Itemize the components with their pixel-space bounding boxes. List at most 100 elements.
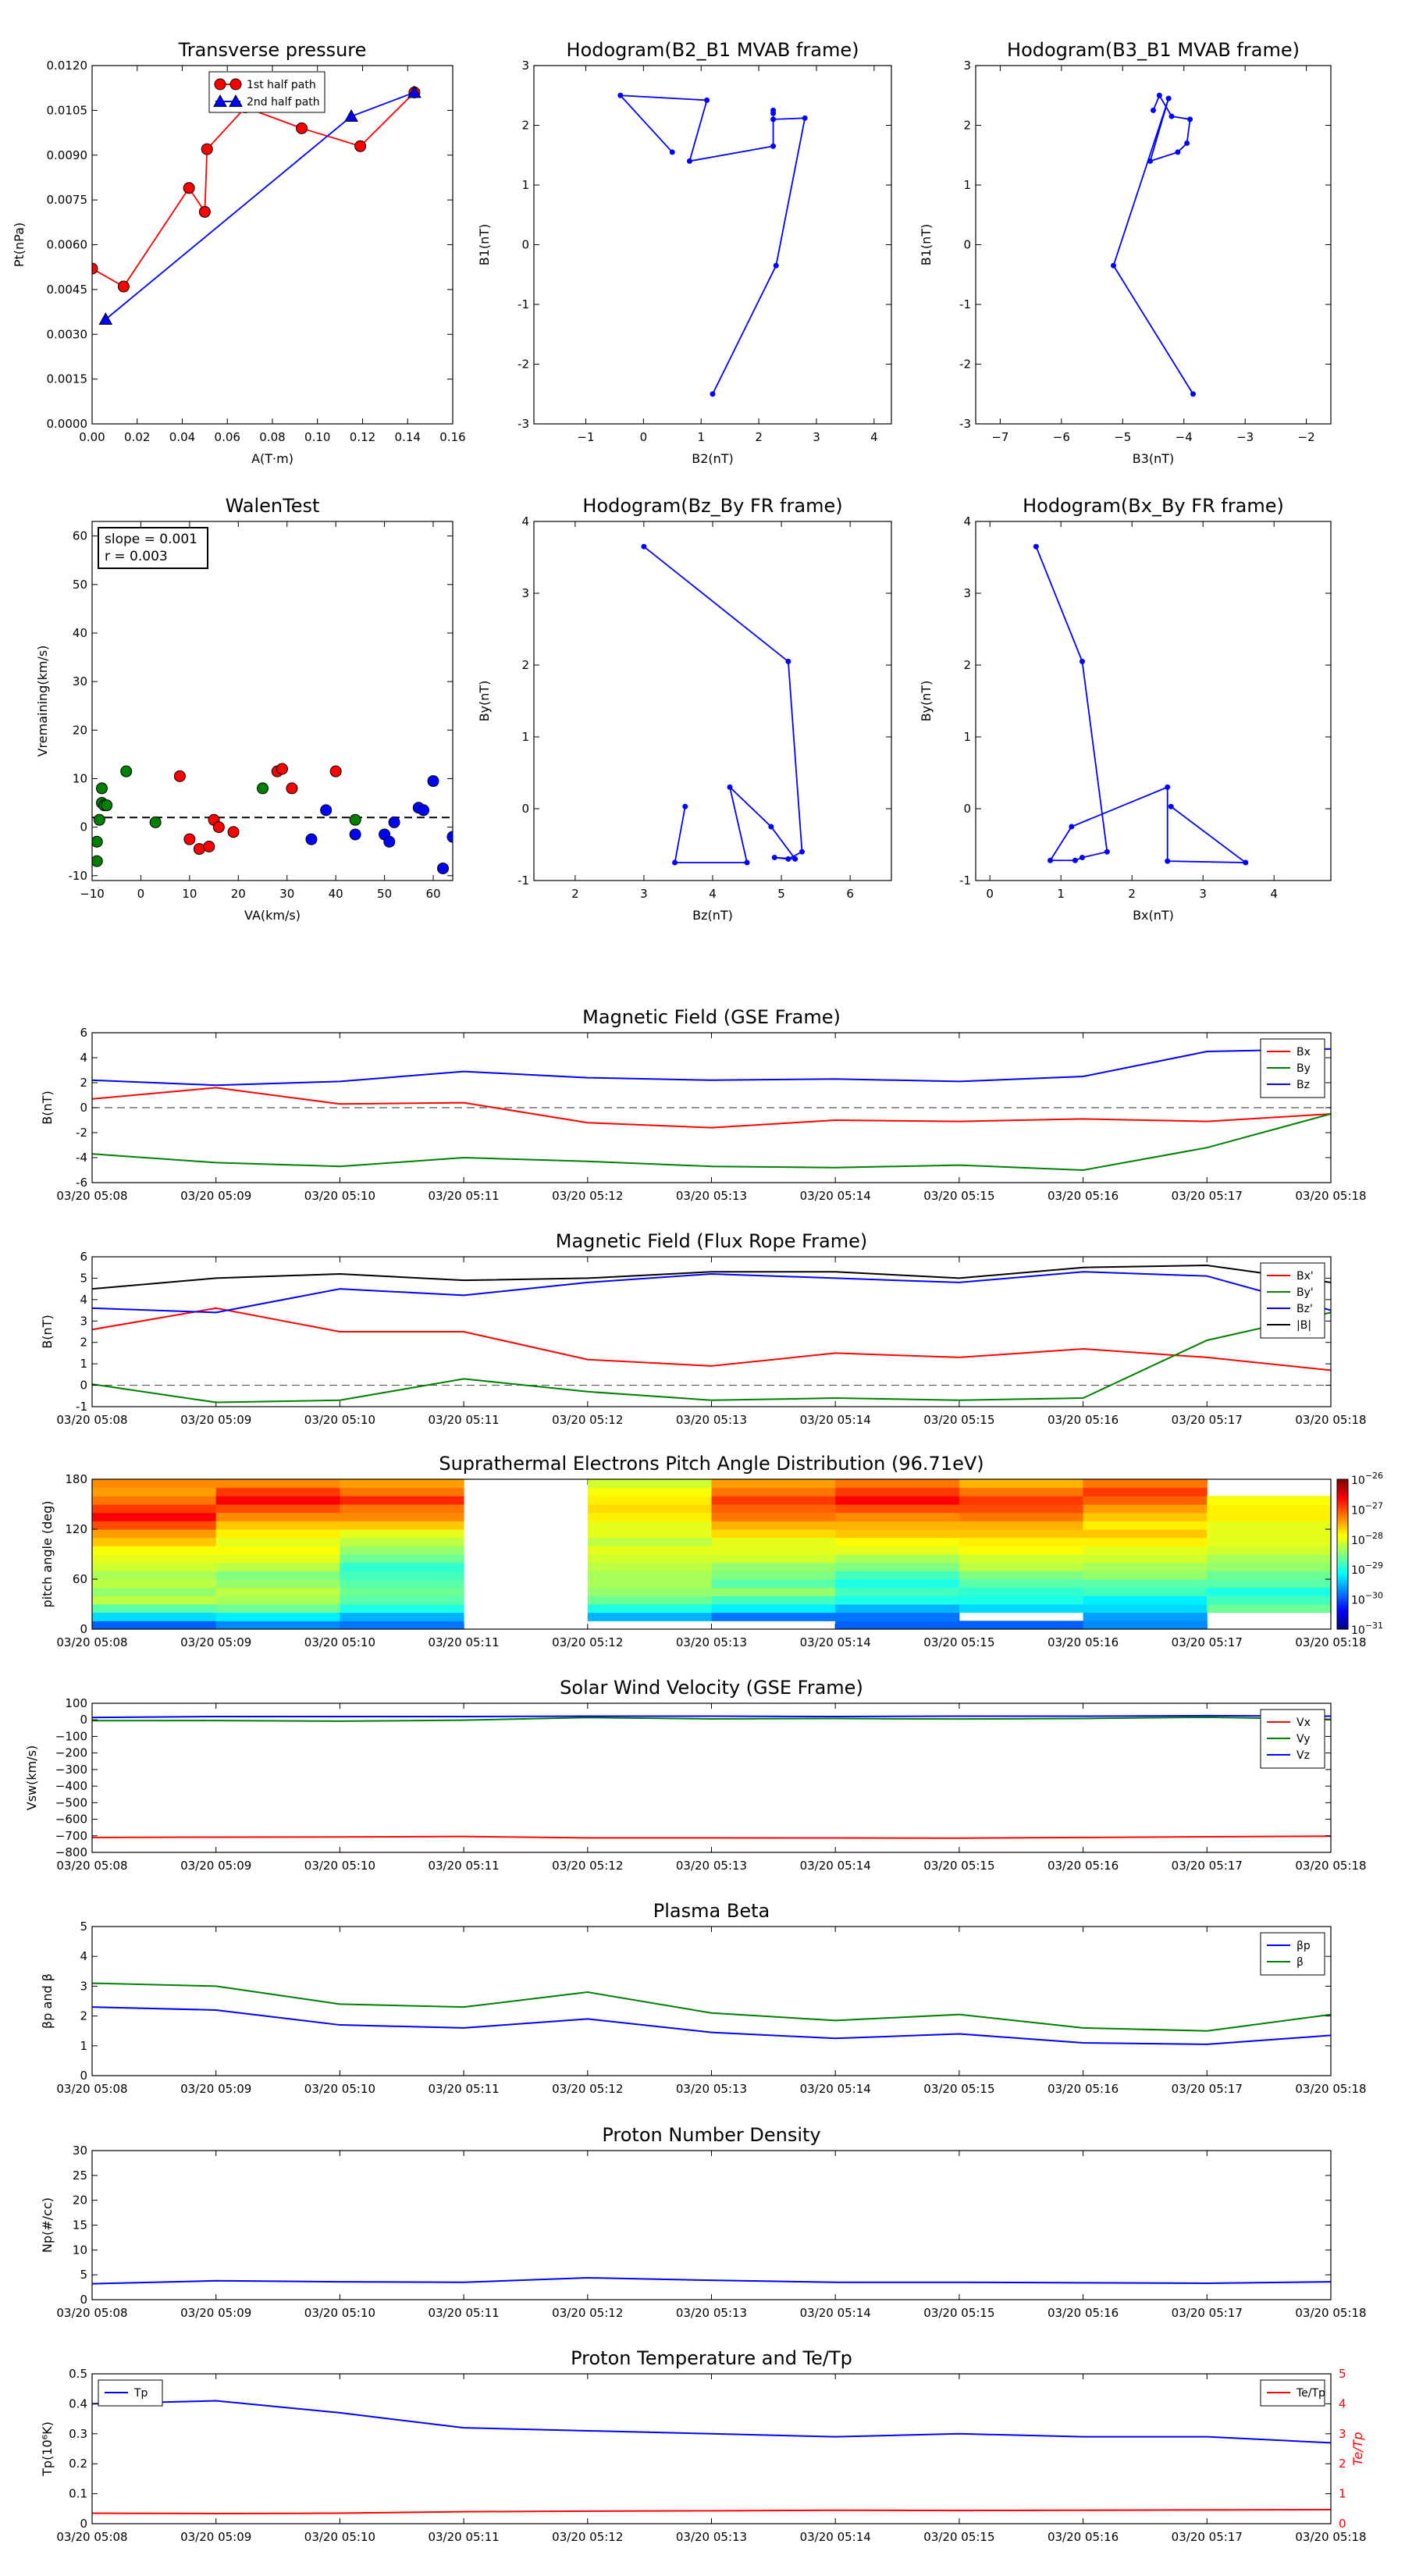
data-point xyxy=(407,85,422,98)
x-tick-label: 03/20 05:08 xyxy=(56,1635,127,1649)
legend: Bx' By' Bz' |B| xyxy=(1260,1262,1325,1339)
y-tick-label: 6 xyxy=(80,1250,87,1264)
legend-label: Vx xyxy=(1297,1717,1311,1729)
y-tick-label: -2 xyxy=(959,358,971,372)
x-tick-label: 03/20 05:18 xyxy=(1295,2082,1366,2096)
heatmap-cell xyxy=(340,1621,464,1629)
x-tick-label: 03/20 05:16 xyxy=(1048,2082,1119,2096)
heatmap-cell xyxy=(835,1521,960,1530)
chart-h4: 0 1 2 3 4 Bx(nT) Hodogram(Bx_By FR frame) -1 0 1 2… xyxy=(919,495,1332,923)
colorbar-segment xyxy=(1337,1542,1348,1545)
heatmap-cell xyxy=(215,1479,340,1489)
annotation-text: r = 0.003 xyxy=(105,549,168,564)
chart-wt: −10 0 10 20 30 40 50 60 VA(km/s) WalenTest -10 0 10 2… xyxy=(35,495,454,923)
data-point xyxy=(802,115,808,121)
data-point xyxy=(1165,95,1172,101)
x-tick-label: 03/20 05:16 xyxy=(1048,2530,1119,2544)
heatmap-cell xyxy=(959,1521,1084,1530)
heatmap-cell xyxy=(1083,1504,1208,1514)
colorbar-segment xyxy=(1337,1536,1348,1540)
x-tick-label: 03/20 05:10 xyxy=(304,1189,375,1203)
chart-mfr: 03/20 05:08 03/20 05:09 03/20 05:10 03/20 0… xyxy=(40,1230,1367,1427)
y-tick-label: 3 xyxy=(963,59,971,73)
data-point xyxy=(383,835,396,848)
chart-title: Solar Wind Velocity (GSE Frame) xyxy=(560,1677,863,1699)
plot-area xyxy=(641,543,805,866)
x-tick-label: −1 xyxy=(577,430,594,444)
y-tick-label: -1 xyxy=(959,297,971,311)
heatmap-cell xyxy=(92,1587,217,1596)
heatmap-cell xyxy=(92,1487,217,1496)
data-point xyxy=(727,784,733,790)
data-point xyxy=(1111,262,1117,269)
data-point xyxy=(785,658,791,664)
heatmap-cell xyxy=(959,1604,1084,1614)
x-tick-label: 03/20 05:08 xyxy=(56,2306,127,2320)
colorbar-segment xyxy=(1337,1592,1348,1595)
heatmap-cell xyxy=(1207,1562,1331,1571)
series-line xyxy=(92,1307,1331,1372)
colorbar-segment xyxy=(1337,1567,1348,1570)
y-tick-label: 0.0120 xyxy=(47,59,88,73)
heatmap-cell xyxy=(835,1554,960,1564)
data-point xyxy=(296,122,308,134)
x-tick-label: 03/20 05:13 xyxy=(676,1413,747,1427)
data-point xyxy=(1243,859,1249,866)
heatmap-cell xyxy=(1207,1496,1331,1505)
heatmap-cell xyxy=(215,1554,340,1564)
x-tick-label: 4 xyxy=(709,887,717,901)
y-axis-label: Vremaining(km/s) xyxy=(35,646,50,757)
x-tick-label: 03/20 05:09 xyxy=(180,2530,251,2544)
x-tick-label: 0 xyxy=(640,430,648,444)
heatmap-cell xyxy=(92,1579,217,1589)
heatmap-cell xyxy=(959,1487,1084,1496)
y-tick-label: 100 xyxy=(65,1696,87,1710)
legend-label: |B| xyxy=(1297,1319,1311,1332)
data-point xyxy=(203,840,215,852)
data-point xyxy=(1165,784,1171,790)
y-tick-label: 0 xyxy=(963,802,971,816)
data-point xyxy=(1168,803,1174,809)
heatmap-cell xyxy=(587,1496,712,1505)
heatmap-cell xyxy=(711,1571,836,1580)
x-tick-label: 03/20 05:10 xyxy=(304,1635,375,1649)
heatmap-cell xyxy=(215,1579,340,1589)
heatmap-cell xyxy=(92,1537,217,1546)
chart-title: Hodogram(B2_B1 MVAB frame) xyxy=(567,39,859,61)
heatmap-cell xyxy=(959,1621,1084,1629)
y-tick-label: -1 xyxy=(76,1400,87,1414)
heatmap-cell xyxy=(215,1496,340,1505)
y-tick-label: -2 xyxy=(76,1126,87,1140)
heatmap-cell xyxy=(1083,1579,1208,1589)
heatmap-cell xyxy=(340,1562,464,1571)
heatmap-cell xyxy=(835,1587,960,1596)
series-line xyxy=(92,2508,1331,2514)
colorbar-segment xyxy=(1337,1586,1348,1590)
y-tick-label: 0 xyxy=(80,1101,87,1115)
x-tick-label: 0.06 xyxy=(215,430,240,444)
heatmap-cell xyxy=(1207,1546,1331,1555)
colorbar-segment xyxy=(1337,1499,1348,1503)
heatmap-cell xyxy=(711,1596,836,1605)
heatmap-cell xyxy=(92,1554,217,1564)
heatmap-cell xyxy=(1207,1521,1331,1530)
data-point xyxy=(1190,391,1196,397)
legend-label: Bx' xyxy=(1297,1270,1314,1283)
series-line xyxy=(92,1716,1331,1722)
y-tick-label: −200 xyxy=(55,1746,87,1760)
legend: Tp xyxy=(98,2379,163,2407)
x-tick-label: 03/20 05:10 xyxy=(304,1413,375,1427)
colorbar-segment xyxy=(1337,1521,1348,1525)
y-axis-label: βp and β xyxy=(40,1973,55,2029)
x-tick-label: 03/20 05:11 xyxy=(428,2082,499,2096)
y-tick-label: 10 xyxy=(73,771,87,785)
heatmap-cell xyxy=(959,1546,1084,1555)
x-tick-label: 03/20 05:18 xyxy=(1295,1189,1366,1203)
colorbar-segment xyxy=(1337,1511,1348,1515)
data-point xyxy=(201,143,213,155)
x-tick-label: 3 xyxy=(640,887,648,901)
heatmap-cell xyxy=(587,1587,712,1596)
y-tick-label: 2 xyxy=(521,119,529,133)
x-tick-label: 03/20 05:10 xyxy=(304,2082,375,2096)
colorbar-segment xyxy=(1337,1561,1348,1565)
